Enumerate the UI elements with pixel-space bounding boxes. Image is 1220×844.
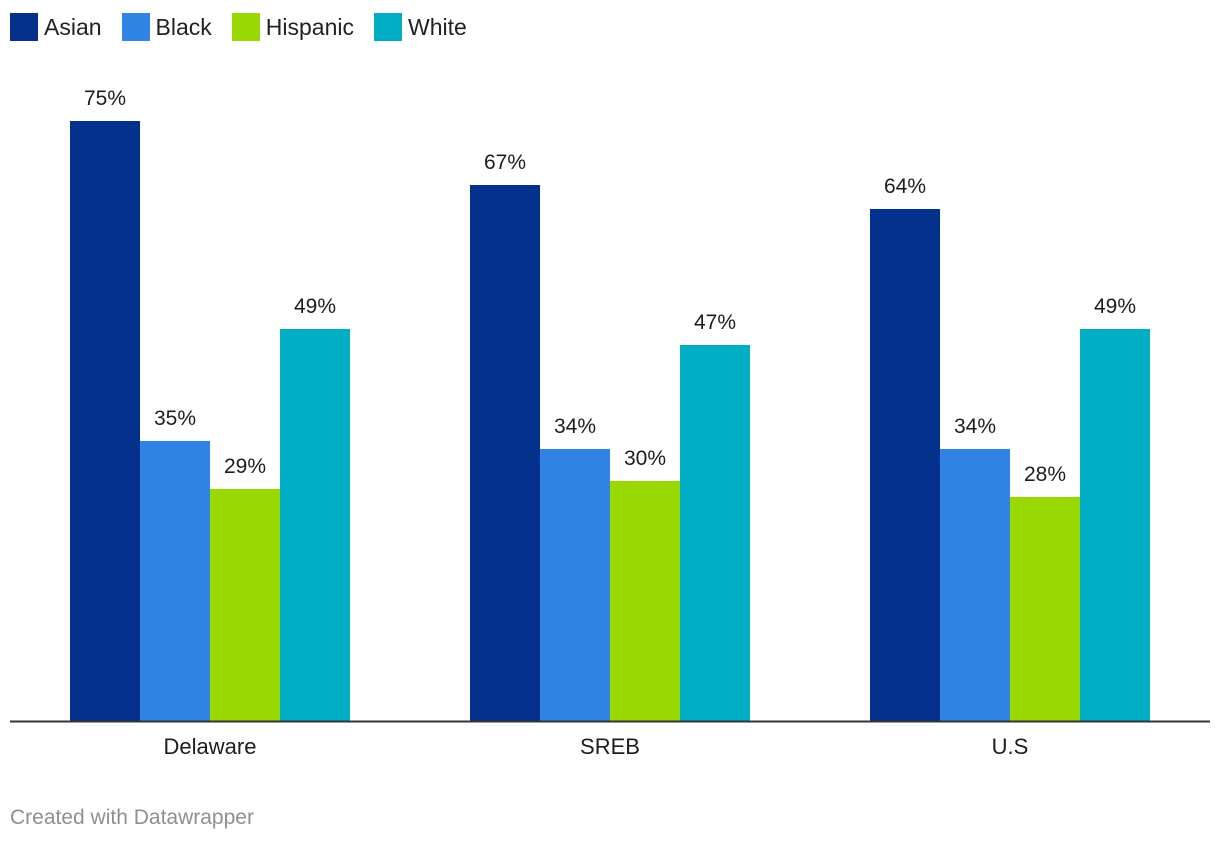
x-tick-label-sreb: SREB — [580, 734, 640, 759]
data-label-delaware-white: 49% — [294, 295, 336, 318]
data-label-sreb-black: 34% — [554, 415, 596, 438]
bar-sreb-hispanic[interactable] — [610, 481, 680, 721]
data-label-delaware-black: 35% — [154, 407, 196, 430]
data-label-sreb-hispanic: 30% — [624, 447, 666, 470]
bar-chart: 75% 35% 29% 49% Delaware 67% 34% 30% 47% SREB 64% 3… — [0, 0, 1220, 800]
bar-u-s-hispanic[interactable] — [1010, 497, 1080, 721]
data-label-delaware-hispanic: 29% — [224, 455, 266, 478]
bar-delaware-white[interactable] — [280, 329, 350, 721]
data-label-u-s-hispanic: 28% — [1024, 463, 1066, 486]
data-label-u-s-white: 49% — [1094, 295, 1136, 318]
data-label-sreb-white: 47% — [694, 311, 736, 334]
data-label-sreb-asian: 67% — [484, 151, 526, 174]
bar-delaware-hispanic[interactable] — [210, 489, 280, 721]
bar-u-s-asian[interactable] — [870, 209, 940, 721]
bar-sreb-black[interactable] — [540, 449, 610, 721]
bar-sreb-asian[interactable] — [470, 185, 540, 721]
bar-u-s-black[interactable] — [940, 449, 1010, 721]
data-label-u-s-black: 34% — [954, 415, 996, 438]
bar-delaware-asian[interactable] — [70, 121, 140, 721]
bar-sreb-white[interactable] — [680, 345, 750, 721]
data-label-u-s-asian: 64% — [884, 175, 926, 198]
bar-delaware-black[interactable] — [140, 441, 210, 721]
bar-u-s-white[interactable] — [1080, 329, 1150, 721]
data-label-delaware-asian: 75% — [84, 87, 126, 110]
x-tick-label-delaware: Delaware — [164, 734, 257, 759]
x-tick-label-u-s: U.S — [992, 734, 1029, 759]
credit-text[interactable]: Created with Datawrapper — [10, 806, 254, 830]
